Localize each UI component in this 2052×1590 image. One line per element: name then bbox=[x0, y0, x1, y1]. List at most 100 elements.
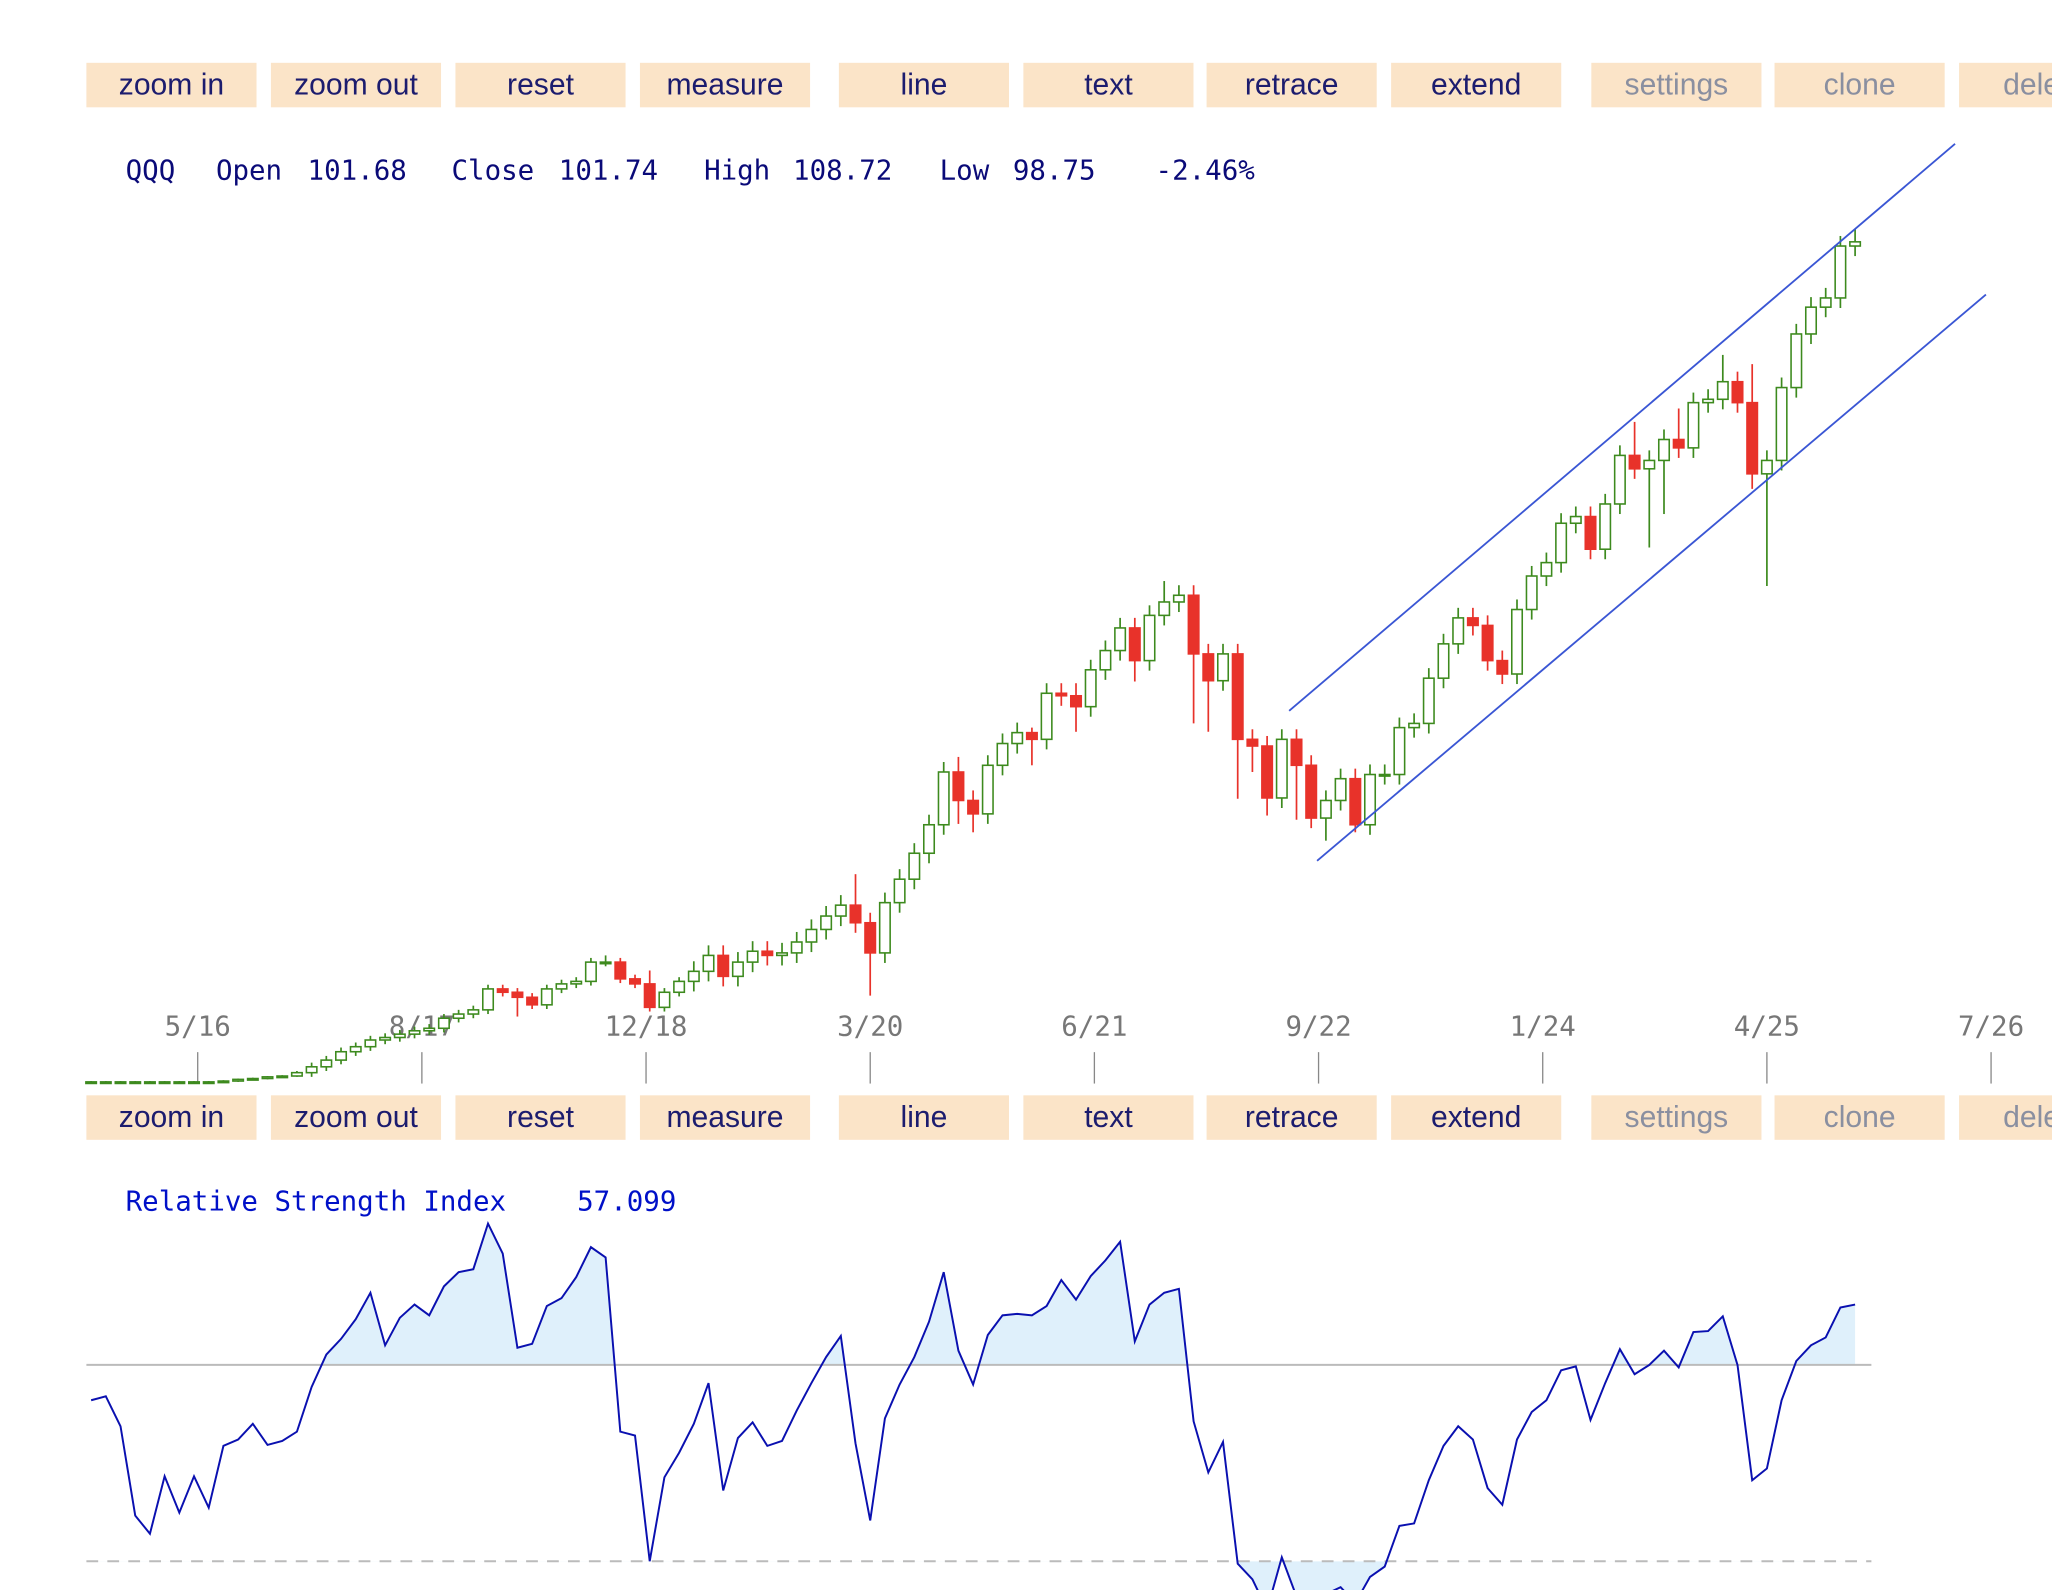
toolbar-button[interactable]: retrace bbox=[1206, 62, 1377, 108]
candle-body bbox=[1657, 438, 1671, 462]
candle-body bbox=[1775, 386, 1788, 462]
candle-body bbox=[290, 1071, 303, 1077]
candle-body bbox=[1408, 722, 1421, 729]
toolbar-button[interactable]: zoom in bbox=[86, 1095, 257, 1140]
candle-body bbox=[1025, 731, 1038, 741]
button-bg bbox=[270, 1095, 442, 1140]
candle-body bbox=[996, 742, 1009, 767]
button-bg bbox=[1774, 62, 1945, 108]
candle-body bbox=[878, 901, 891, 954]
toolbar-button[interactable]: delete bbox=[1959, 62, 2052, 108]
toolbar-button[interactable]: zoom out bbox=[270, 62, 442, 108]
button-label: reset bbox=[507, 1101, 575, 1134]
candle-body bbox=[1202, 653, 1215, 682]
candle-body bbox=[746, 950, 759, 963]
header-field: QQQ bbox=[126, 154, 176, 186]
candle-body bbox=[1128, 627, 1141, 662]
candle-body bbox=[849, 904, 862, 924]
toolbar-button[interactable]: clone bbox=[1774, 62, 1945, 108]
candle-body bbox=[834, 904, 847, 917]
candle-body bbox=[1643, 459, 1656, 470]
candle-body bbox=[893, 878, 906, 904]
candle-body bbox=[952, 771, 965, 802]
header-field: High bbox=[704, 154, 770, 186]
candle-body bbox=[1349, 777, 1362, 826]
trend-line bbox=[1316, 293, 1987, 862]
candle-body bbox=[1510, 608, 1524, 675]
button-bg bbox=[1023, 1095, 1194, 1140]
x-tick-label: 12/18 bbox=[605, 1010, 688, 1042]
candle-body bbox=[217, 1080, 230, 1084]
button-label: delete bbox=[2003, 1101, 2052, 1134]
toolbar-button[interactable]: extend bbox=[1391, 62, 1562, 108]
candle-body bbox=[320, 1059, 333, 1068]
toolbar-button[interactable]: retrace bbox=[1206, 1095, 1377, 1140]
candle-body bbox=[775, 952, 789, 957]
x-tick-label: 4/25 bbox=[1734, 1010, 1800, 1042]
candle-body bbox=[85, 1081, 98, 1085]
candle-body bbox=[555, 983, 568, 990]
toolbar-button[interactable]: reset bbox=[455, 1095, 626, 1140]
candle-body bbox=[261, 1076, 274, 1080]
toolbar-button[interactable]: reset bbox=[455, 62, 626, 108]
toolbar-button[interactable]: measure bbox=[639, 62, 811, 108]
candle-body bbox=[1746, 401, 1759, 475]
button-label: measure bbox=[666, 68, 783, 101]
candle-body bbox=[599, 961, 612, 965]
candle-body bbox=[1158, 601, 1171, 617]
toolbar-button[interactable]: zoom in bbox=[86, 62, 257, 108]
toolbar-button[interactable]: text bbox=[1023, 62, 1194, 108]
ohlc-header: QQQ Open 101.68 Close 101.74 High 108.72 Low 98.… bbox=[126, 154, 1256, 186]
toolbar-button[interactable]: zoom out bbox=[270, 1095, 442, 1140]
candle-body bbox=[114, 1081, 127, 1085]
candle-body bbox=[482, 988, 495, 1011]
header-field: Low bbox=[940, 154, 990, 186]
candle-body bbox=[437, 1017, 450, 1030]
toolbar-button[interactable]: settings bbox=[1591, 62, 1762, 108]
candle-body bbox=[1819, 297, 1832, 308]
header-field: 101.74 bbox=[559, 154, 658, 186]
x-tick-label: 5/16 bbox=[165, 1010, 231, 1042]
candle-body bbox=[1187, 594, 1200, 655]
header-field: 98.75 bbox=[1013, 154, 1096, 186]
toolbar-button[interactable]: measure bbox=[639, 1095, 811, 1140]
candle-body bbox=[761, 950, 774, 957]
button-label: line bbox=[901, 1101, 948, 1134]
toolbar-button[interactable]: clone bbox=[1774, 1095, 1945, 1140]
candle-body bbox=[349, 1045, 362, 1053]
header-field: 101.68 bbox=[308, 154, 407, 186]
candle-body bbox=[1760, 459, 1773, 475]
candle-body bbox=[1084, 669, 1097, 708]
toolbar-button[interactable]: line bbox=[838, 1095, 1009, 1140]
toolbar-button[interactable]: settings bbox=[1591, 1095, 1762, 1140]
toolbar-button[interactable]: delete bbox=[1959, 1095, 2052, 1140]
candle-body bbox=[158, 1081, 171, 1085]
candle-body bbox=[526, 996, 539, 1006]
candle-body bbox=[658, 991, 671, 1009]
button-bg bbox=[1206, 1095, 1377, 1140]
button-label: zoom out bbox=[294, 68, 418, 101]
candle-body bbox=[937, 771, 950, 826]
candle-body bbox=[1702, 398, 1715, 404]
candle-body bbox=[364, 1039, 377, 1048]
candle-body bbox=[981, 764, 994, 815]
rsi-fill-below bbox=[91, 1561, 1856, 1590]
candle-body bbox=[467, 1009, 480, 1015]
rsi-title: Relative Strength Index bbox=[126, 1186, 506, 1218]
candle-body bbox=[1672, 438, 1685, 449]
candle-body bbox=[1849, 241, 1862, 247]
candle-body bbox=[173, 1081, 186, 1085]
candle-body bbox=[1099, 649, 1112, 671]
toolbar-button[interactable]: text bbox=[1023, 1095, 1194, 1140]
candle-body bbox=[967, 799, 980, 815]
candle-body bbox=[614, 961, 627, 980]
candle-body bbox=[1319, 799, 1332, 819]
candle-body bbox=[1393, 726, 1406, 776]
toolbar-button[interactable]: line bbox=[838, 62, 1009, 108]
button-bg bbox=[639, 1095, 811, 1140]
candle-body bbox=[1628, 454, 1641, 470]
candle-body bbox=[908, 852, 921, 880]
toolbar-button[interactable]: extend bbox=[1391, 1095, 1562, 1140]
